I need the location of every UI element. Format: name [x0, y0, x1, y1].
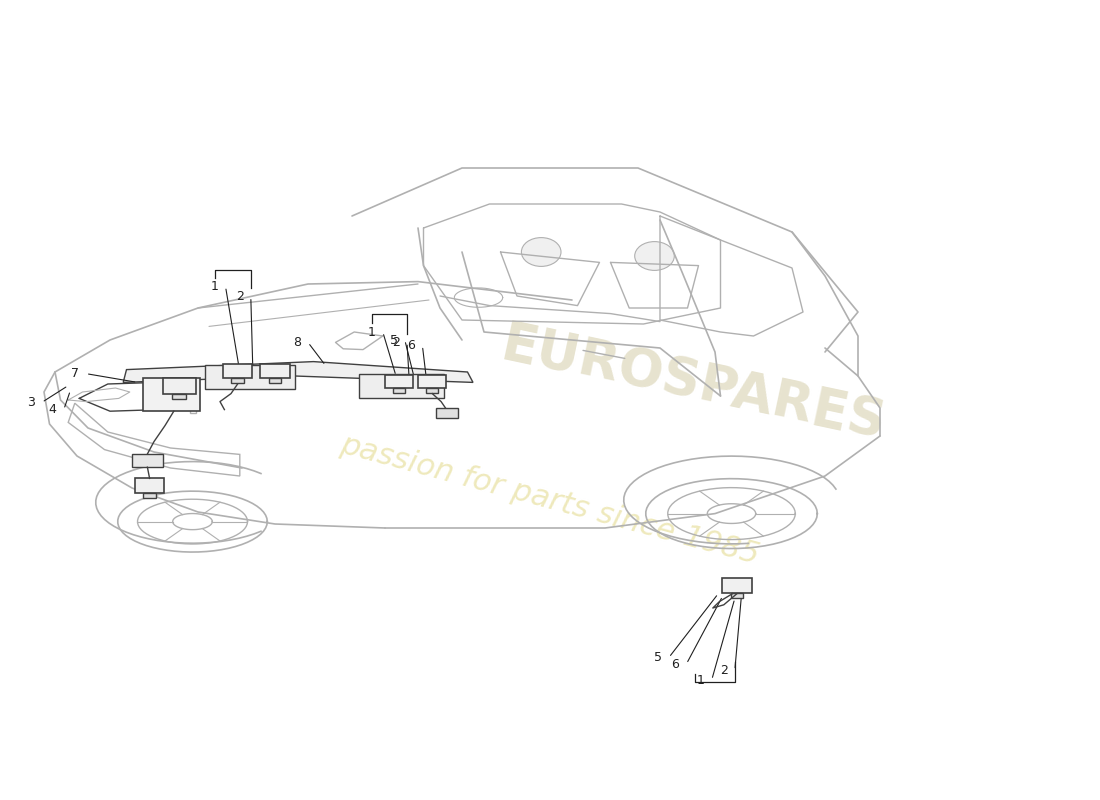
Text: 1: 1 [210, 280, 219, 293]
Text: 5: 5 [389, 334, 398, 346]
Text: 6: 6 [407, 339, 416, 352]
Bar [132, 454, 163, 467]
Text: passion for parts since 1985: passion for parts since 1985 [338, 430, 762, 570]
Text: 8: 8 [293, 336, 301, 349]
Text: 2: 2 [719, 664, 728, 677]
Text: 1: 1 [367, 326, 376, 338]
Text: 2: 2 [235, 290, 244, 303]
Bar [418, 374, 447, 388]
Polygon shape [123, 362, 473, 382]
Text: 7: 7 [70, 367, 79, 380]
Circle shape [635, 242, 674, 270]
Bar [172, 394, 187, 399]
Bar [268, 378, 282, 383]
Bar [436, 408, 458, 418]
Text: 2: 2 [392, 336, 400, 349]
Bar [134, 478, 165, 493]
Bar [163, 378, 196, 394]
Bar [143, 378, 200, 411]
Bar [723, 578, 752, 593]
Text: 6: 6 [671, 658, 680, 670]
Circle shape [521, 238, 561, 266]
Text: 3: 3 [26, 396, 35, 409]
Bar [359, 374, 444, 398]
Bar [260, 364, 290, 378]
Text: 1: 1 [696, 674, 705, 686]
Bar [426, 388, 439, 393]
Bar [385, 374, 414, 388]
Bar [730, 593, 744, 598]
Bar [222, 364, 252, 378]
Bar [393, 388, 406, 393]
Bar [231, 378, 244, 383]
Bar [205, 365, 295, 389]
Text: 4: 4 [48, 403, 57, 416]
Bar [143, 493, 156, 498]
Text: 5: 5 [653, 651, 662, 664]
Text: EUROSPARES: EUROSPARES [496, 318, 890, 450]
